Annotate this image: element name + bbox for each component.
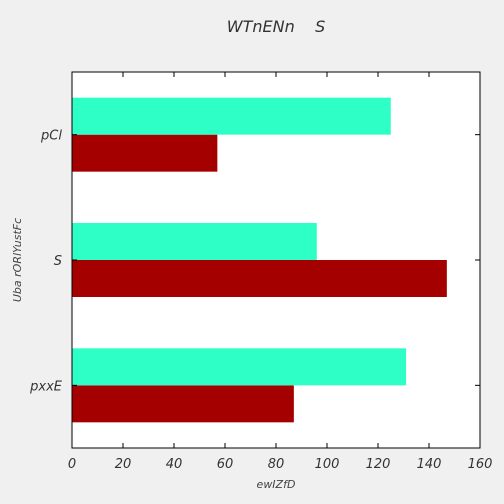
bar-S-series-1 xyxy=(72,260,447,297)
x-tick-label: 40 xyxy=(166,457,183,472)
x-tick-label: 80 xyxy=(268,457,285,472)
x-tick-label: 160 xyxy=(468,457,493,472)
bar-S-series-2 xyxy=(72,223,317,260)
x-axis-label: ewIZfD xyxy=(257,478,296,491)
y-tick-label-pxxE: pxxE xyxy=(29,379,63,394)
bar-pxxE-series-1 xyxy=(72,385,294,423)
bar-pxxE-series-2 xyxy=(72,348,407,386)
y-axis-label: Uba rORlYustFc xyxy=(11,218,24,302)
y-tick-label-pCl: pCl xyxy=(40,129,62,144)
y-tick-label-S: S xyxy=(54,254,62,269)
x-tick-label: 20 xyxy=(115,457,132,472)
x-tick-label: 60 xyxy=(217,457,234,472)
bars-group xyxy=(72,97,447,423)
bar-pCl-series-2 xyxy=(72,97,391,135)
x-axis-ticks: 0 20 40 60 80 100 120 140 160 xyxy=(68,72,493,472)
chart-title: WTnENn S xyxy=(227,17,325,36)
x-tick-label: 120 xyxy=(366,457,391,472)
x-tick-label: 100 xyxy=(315,457,340,472)
x-tick-label: 140 xyxy=(417,457,442,472)
bar-pCl-series-1 xyxy=(72,134,218,172)
x-tick-label: 0 xyxy=(68,457,76,472)
